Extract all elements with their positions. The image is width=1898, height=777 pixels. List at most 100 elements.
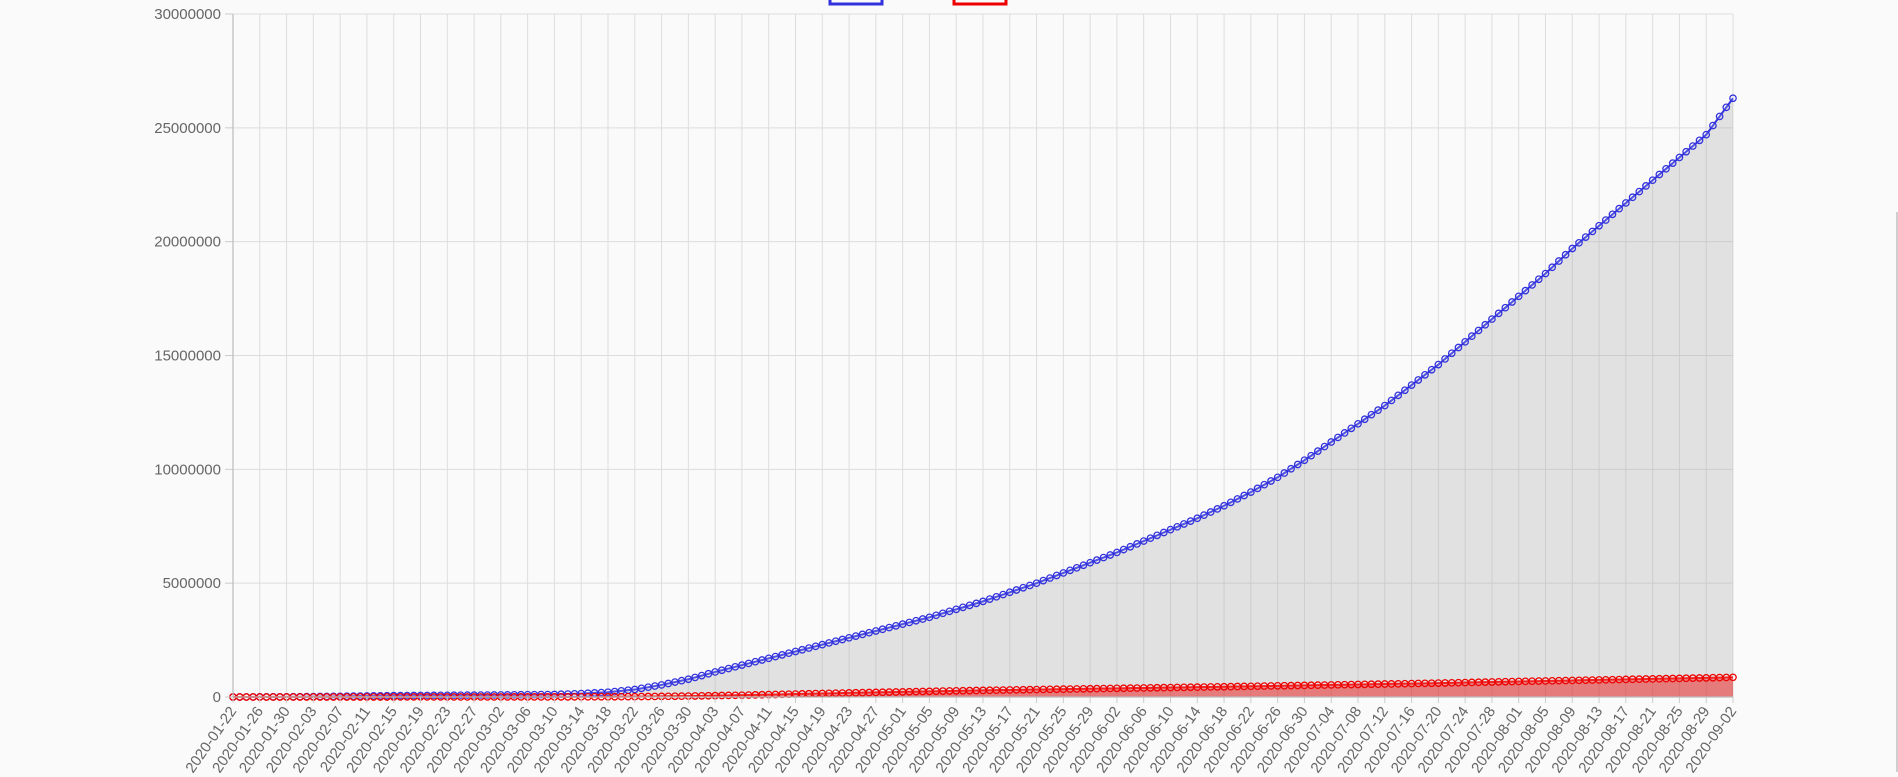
series-0-point[interactable] <box>992 592 1001 601</box>
series-1-point[interactable] <box>1039 685 1048 694</box>
series-0-point[interactable] <box>1066 566 1074 575</box>
series-0-point[interactable] <box>1005 588 1014 597</box>
series-1-point[interactable] <box>1293 681 1302 690</box>
series-0-point[interactable] <box>1186 517 1195 525</box>
series-0-point[interactable] <box>624 686 632 695</box>
series-0-point[interactable] <box>1039 576 1048 585</box>
series-0-point[interactable] <box>724 664 733 673</box>
series-1-point[interactable] <box>1340 680 1349 689</box>
series-1-point[interactable] <box>1066 685 1074 693</box>
series-1-point[interactable] <box>1153 683 1161 692</box>
series-0-point[interactable] <box>1514 292 1523 301</box>
series-1-point[interactable] <box>1113 684 1121 693</box>
series-1-point[interactable] <box>805 689 813 698</box>
series-1-point[interactable] <box>1380 680 1389 688</box>
series-0-point[interactable] <box>1213 505 1222 513</box>
series-0-point[interactable] <box>1722 103 1731 112</box>
series-0-point[interactable] <box>952 605 961 614</box>
series-1-point[interactable] <box>1374 680 1382 688</box>
series-0-point[interactable] <box>1180 520 1188 528</box>
series-1-point[interactable] <box>717 691 726 700</box>
series-1-point[interactable] <box>724 691 733 700</box>
series-0-point[interactable] <box>1106 551 1115 559</box>
series-1-point[interactable] <box>878 688 887 697</box>
series-1-point[interactable] <box>1019 685 1028 694</box>
series-0-point[interactable] <box>825 639 833 647</box>
series-0-point[interactable] <box>637 684 646 693</box>
series-1-point[interactable] <box>1642 675 1650 683</box>
series-1-point[interactable] <box>1119 684 1128 693</box>
series-1-point[interactable] <box>1427 679 1436 688</box>
series-0-point[interactable] <box>1046 574 1054 582</box>
series-0-point[interactable] <box>1334 433 1342 442</box>
series-0-point[interactable] <box>1662 164 1670 173</box>
series-0-point[interactable] <box>1059 569 1068 577</box>
legend-swatch-series-0[interactable] <box>828 0 884 6</box>
series-0-point[interactable] <box>1615 204 1624 213</box>
series-1-point[interactable] <box>791 690 800 698</box>
scrollbar-edge[interactable] <box>1896 212 1898 772</box>
series-1-point[interactable] <box>1488 678 1496 686</box>
series-1-point[interactable] <box>959 686 967 695</box>
series-1-point[interactable] <box>1421 679 1429 688</box>
series-0-point[interactable] <box>1427 365 1436 374</box>
series-0-point[interactable] <box>738 661 746 669</box>
series-0-point[interactable] <box>1327 438 1336 446</box>
series-1-point[interactable] <box>1548 676 1557 685</box>
series-0-point[interactable] <box>985 595 994 603</box>
series-0-point[interactable] <box>717 666 726 675</box>
series-1-point[interactable] <box>1106 684 1115 693</box>
series-1-point[interactable] <box>1561 676 1570 685</box>
series-0-point[interactable] <box>925 613 934 622</box>
series-0-point[interactable] <box>1622 199 1630 207</box>
series-0-point[interactable] <box>811 642 820 651</box>
series-1-point[interactable] <box>1635 675 1644 684</box>
series-0-point[interactable] <box>945 607 954 616</box>
series-0-point[interactable] <box>1240 491 1249 500</box>
series-1-point[interactable] <box>1313 681 1322 690</box>
series-1-point[interactable] <box>691 692 699 700</box>
series-0-point[interactable] <box>1273 473 1282 482</box>
series-0-point[interactable] <box>1729 94 1737 103</box>
series-0-point[interactable] <box>1387 396 1396 405</box>
series-0-point[interactable] <box>1072 563 1081 572</box>
series-1-point[interactable] <box>851 688 860 697</box>
series-0-point[interactable] <box>1588 227 1597 236</box>
series-1-point[interactable] <box>1622 675 1630 684</box>
series-1-point[interactable] <box>1186 683 1195 692</box>
series-0-point[interactable] <box>1668 159 1677 167</box>
series-1-point[interactable] <box>697 692 706 700</box>
series-1-point[interactable] <box>1347 680 1356 689</box>
series-1-point[interactable] <box>1367 680 1376 689</box>
series-1-point[interactable] <box>858 688 867 697</box>
series-1-point[interactable] <box>1166 683 1175 692</box>
series-1-point[interactable] <box>825 689 833 698</box>
series-0-point[interactable] <box>1494 309 1503 318</box>
series-0-point[interactable] <box>1367 410 1376 419</box>
series-0-point[interactable] <box>878 625 887 634</box>
series-1-point[interactable] <box>1387 680 1396 688</box>
series-0-point[interactable] <box>1595 221 1603 230</box>
series-1-point[interactable] <box>1052 685 1061 694</box>
series-1-point[interactable] <box>1126 684 1135 693</box>
series-0-point[interactable] <box>1159 528 1168 537</box>
series-0-point[interactable] <box>1461 337 1469 346</box>
series-0-point[interactable] <box>892 621 900 630</box>
series-1-point[interactable] <box>892 688 900 696</box>
series-0-point[interactable] <box>1467 332 1476 340</box>
series-1-point[interactable] <box>1273 681 1282 690</box>
series-0-point[interactable] <box>1032 579 1041 588</box>
series-1-point[interactable] <box>671 692 679 701</box>
series-1-point[interactable] <box>925 687 934 696</box>
series-0-point[interactable] <box>1715 112 1724 121</box>
series-0-point[interactable] <box>1501 303 1510 312</box>
series-0-point[interactable] <box>1012 586 1021 594</box>
series-1-point[interactable] <box>865 688 874 697</box>
series-0-point[interactable] <box>1280 469 1289 477</box>
series-0-point[interactable] <box>1354 419 1362 428</box>
series-0-point[interactable] <box>671 678 679 686</box>
series-0-point[interactable] <box>805 644 813 652</box>
series-1-point[interactable] <box>898 688 907 696</box>
series-1-point[interactable] <box>1595 676 1603 684</box>
series-1-point[interactable] <box>985 686 994 695</box>
